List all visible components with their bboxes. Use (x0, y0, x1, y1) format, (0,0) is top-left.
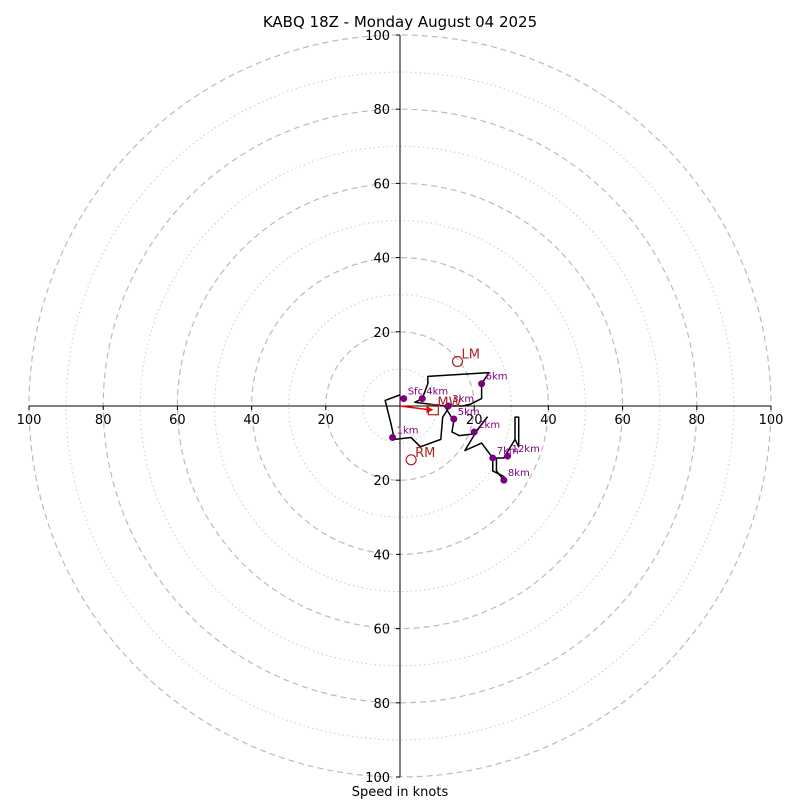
height-marker-label: 5km (458, 407, 480, 418)
height-marker-label: 3km (452, 394, 474, 405)
storm-motion-label: RM (415, 446, 435, 461)
y-axis-ticks: 100 80 60 40 20 20 40 60 80 100 (365, 29, 400, 786)
height-marker-label: 7km (497, 446, 519, 457)
height-marker-label: 8km (508, 468, 530, 479)
height-marker-label: Sfc (408, 387, 423, 398)
bunkers-vector-head (426, 406, 434, 414)
height-marker-point (444, 402, 452, 410)
y-tick-label: 20 (373, 326, 390, 341)
height-marker-point (489, 454, 497, 462)
storm-motion-marker (451, 355, 464, 368)
x-tick-label: 100 (759, 413, 784, 428)
chart-title: KABQ 18Z - Monday August 04 2025 (263, 13, 537, 31)
y-tick-label: 60 (373, 623, 390, 638)
storm-motion-label: LM (462, 347, 480, 362)
x-tick-label: 100 (17, 413, 42, 428)
height-marker-label: 2km (478, 420, 500, 431)
x-tick-label: 80 (95, 413, 112, 428)
x-tick-label: 40 (243, 413, 260, 428)
height-marker-point (500, 476, 508, 484)
height-marker-label: 12km (512, 444, 540, 455)
mean-wind-marker (427, 404, 439, 416)
height-marker-point (418, 395, 426, 403)
x-tick-label: 40 (540, 413, 557, 428)
y-tick-label: 80 (373, 697, 390, 712)
x-axis-ticks: 100 80 60 40 20 20 40 60 80 100 (17, 406, 784, 428)
x-tick-label: 20 (318, 413, 335, 428)
x-tick-label: 80 (689, 413, 706, 428)
height-marker-point (504, 452, 512, 460)
y-tick-label: 60 (373, 177, 390, 192)
storm-motion-marker (405, 454, 417, 466)
y-tick-label: 20 (373, 474, 390, 489)
y-tick-label: 40 (373, 252, 390, 267)
height-marker-point (400, 395, 408, 403)
x-tick-label: 20 (466, 413, 483, 428)
y-tick-label: 100 (365, 771, 390, 786)
bunkers-vector-shaft (399, 405, 430, 411)
x-tick-label: 60 (614, 413, 631, 428)
height-marker-point (389, 434, 397, 442)
height-marker-label: 1km (397, 426, 419, 437)
height-marker-point (450, 415, 458, 423)
storm-motion-label: MW (437, 396, 461, 411)
height-marker-point (478, 380, 486, 388)
height-marker-label: 4km (426, 387, 448, 398)
x-tick-label: 60 (169, 413, 186, 428)
height-marker-point (470, 428, 478, 436)
y-tick-label: 80 (373, 103, 390, 118)
y-tick-label: 100 (365, 29, 390, 44)
y-tick-label: 40 (373, 548, 390, 563)
x-axis-label: Speed in knots (352, 785, 449, 800)
storm-motion-markers: LM RM MW (405, 347, 480, 466)
height-marker-label: 6km (486, 372, 508, 383)
